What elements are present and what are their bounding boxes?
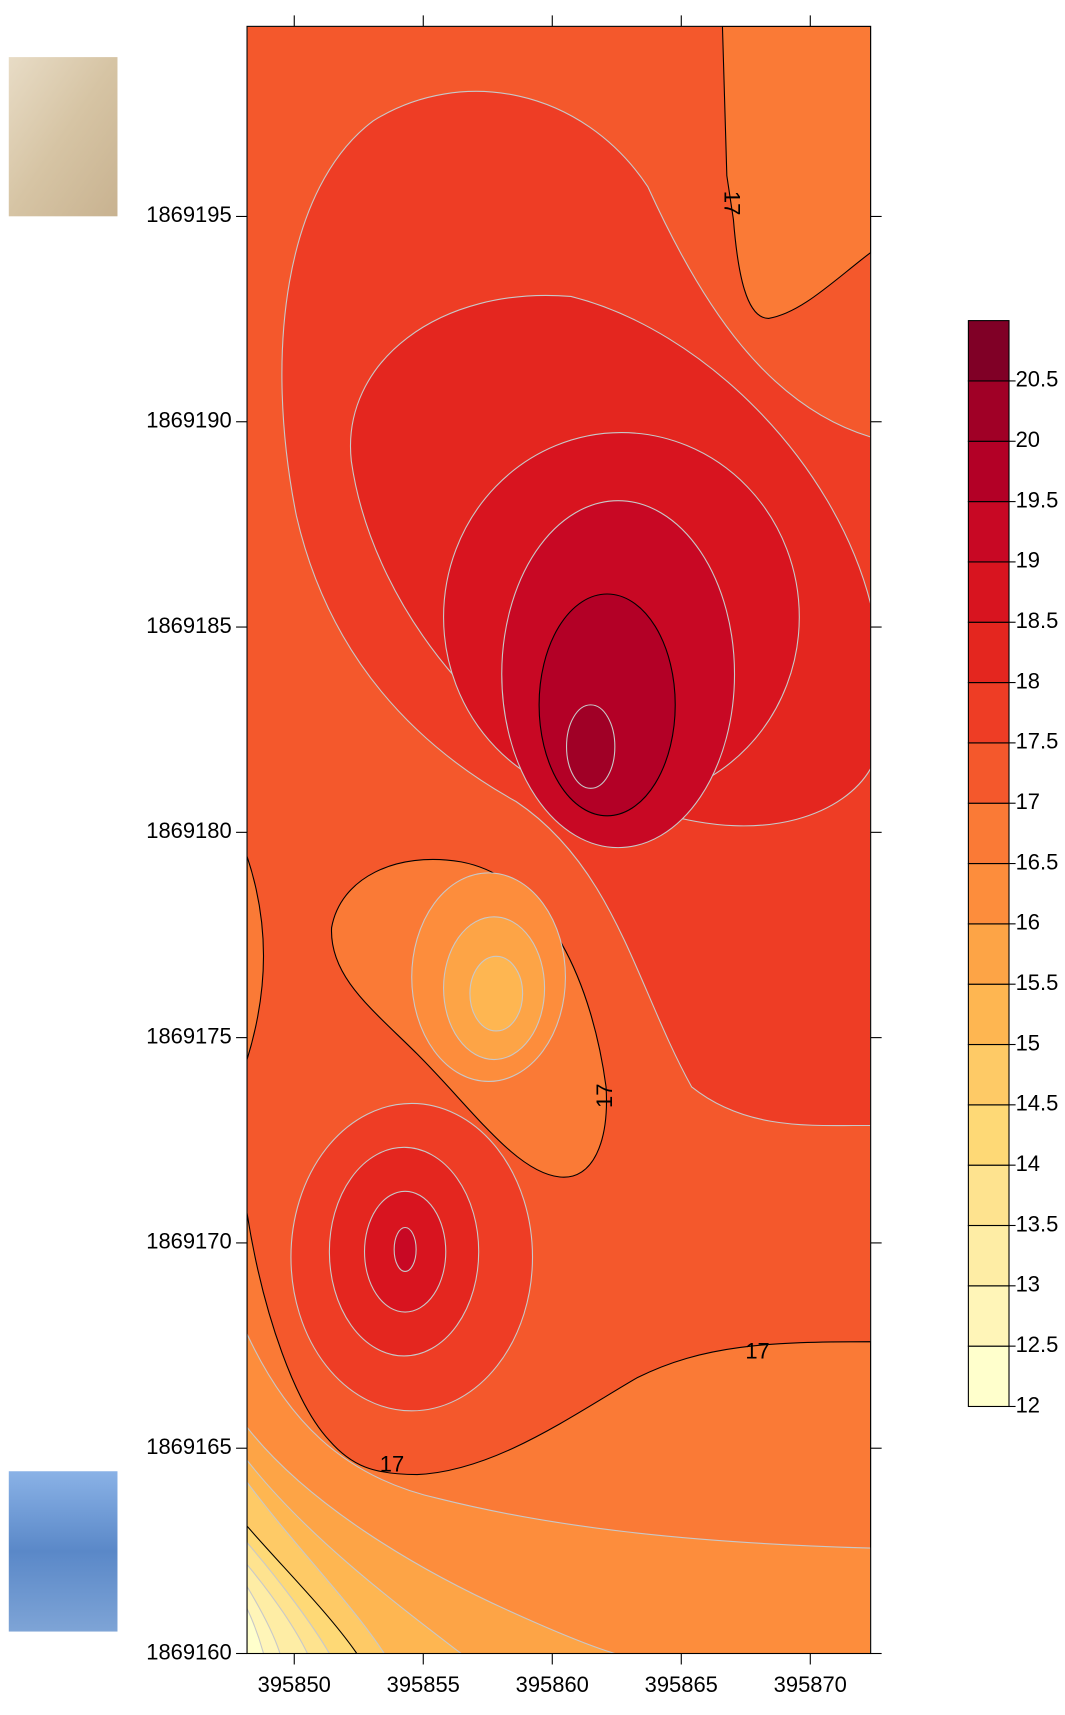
colorbar-band <box>967 380 1010 442</box>
contour-band <box>721 26 871 319</box>
y-tick-label: 1869160 <box>146 1639 231 1664</box>
colorbar-tick-label: 13 <box>1016 1272 1040 1297</box>
colorbar-band <box>967 1164 1010 1227</box>
colorbar-tick-label: 20.5 <box>1016 367 1059 392</box>
colorbar-band <box>967 802 1010 865</box>
contour-band <box>247 1608 265 1654</box>
contour-label: 17 <box>745 1338 769 1363</box>
sand-image <box>8 57 118 217</box>
y-tick-label: 1869170 <box>146 1229 231 1254</box>
x-tick-label: 395865 <box>645 1672 718 1697</box>
colorbar-tick-label: 18.5 <box>1016 608 1059 633</box>
colorbar-tick-label: 17.5 <box>1016 729 1059 754</box>
contour-band <box>393 1226 417 1272</box>
colorbar-band <box>967 501 1010 563</box>
colorbar-band <box>967 440 1010 503</box>
colorbar-band <box>967 983 1010 1046</box>
colorbar-band <box>967 1043 1010 1106</box>
x-tick-label: 395860 <box>516 1672 589 1697</box>
colorbar-band <box>967 1345 1010 1408</box>
contour-band <box>469 955 524 1032</box>
contour-label: 17 <box>719 191 744 215</box>
colorbar-tick-label: 12.5 <box>1016 1332 1059 1357</box>
colorbar-band <box>967 1224 1010 1287</box>
x-tick-label: 395850 <box>258 1672 331 1697</box>
colorbar-tick-label: 17 <box>1016 789 1040 814</box>
colorbar-band <box>967 561 1010 623</box>
colorbar-band <box>967 621 1010 684</box>
y-tick-label: 1869185 <box>146 613 231 638</box>
contour-band <box>565 704 616 789</box>
colorbar-tick-label: 16 <box>1016 910 1040 935</box>
y-tick-label: 1869195 <box>146 202 231 227</box>
y-tick-label: 1869180 <box>146 818 231 843</box>
colorbar-tick-label: 13.5 <box>1016 1211 1059 1236</box>
colorbar-tick-label: 19 <box>1016 548 1040 573</box>
x-tick-label: 395870 <box>774 1672 847 1697</box>
y-tick-label: 1869165 <box>146 1434 231 1459</box>
water-image <box>8 1471 118 1632</box>
colorbar-tick-label: 16.5 <box>1016 849 1059 874</box>
contour-band <box>247 856 264 1060</box>
contour-band <box>538 593 676 817</box>
contour-label: 17 <box>592 1084 617 1108</box>
contour-label: 17 <box>380 1452 404 1477</box>
colorbar-tick-label: 18 <box>1016 668 1040 693</box>
colorbar-band <box>967 862 1010 925</box>
y-tick-label: 1869175 <box>146 1023 231 1048</box>
colorbar-band <box>967 1285 1010 1347</box>
colorbar-band <box>967 320 1010 382</box>
colorbar-tick-label: 14 <box>1016 1151 1040 1176</box>
colorbar-tick-label: 14.5 <box>1016 1091 1059 1116</box>
x-tick-label: 395855 <box>387 1672 460 1697</box>
colorbar-band <box>967 1104 1010 1166</box>
contour-field <box>247 26 871 1654</box>
colorbar-tick-label: 15.5 <box>1016 970 1059 995</box>
y-tick-label: 1869190 <box>146 408 231 433</box>
colorbar-band <box>967 682 1010 744</box>
colorbar-tick-label: 19.5 <box>1016 487 1059 512</box>
plot-frame <box>246 25 872 1655</box>
colorbar-tick-label: 12 <box>1016 1392 1040 1417</box>
colorbar-tick-label: 15 <box>1016 1030 1040 1055</box>
colorbar-band <box>967 742 1010 804</box>
colorbar-band <box>967 923 1010 985</box>
colorbar-tick-label: 20 <box>1016 427 1040 452</box>
